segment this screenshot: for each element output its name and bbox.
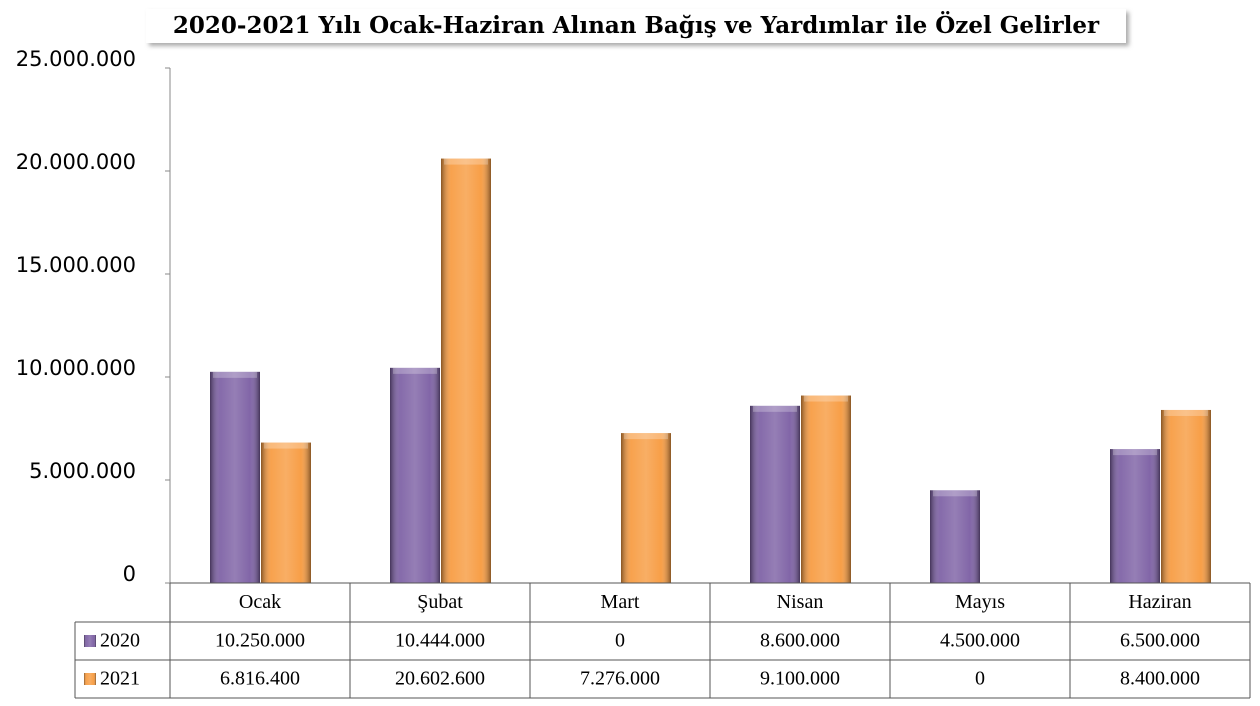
x-tick-label: Mart [601, 591, 640, 613]
x-tick-label: Şubat [417, 591, 463, 613]
table-cell: 9.100.000 [760, 668, 840, 690]
table-cell: 8.400.000 [1120, 668, 1200, 690]
bar-top [213, 371, 257, 378]
bar-top [804, 395, 848, 402]
table-cell: 10.250.000 [215, 630, 305, 652]
bar-shine [441, 158, 491, 584]
table-cell: 0 [615, 630, 625, 652]
table-cell: 4.500.000 [940, 630, 1020, 652]
table-cell: 7.276.000 [580, 668, 660, 690]
table-cell: 0 [975, 668, 985, 690]
legend-label: 2021 [100, 668, 140, 690]
bar-shine [750, 405, 800, 583]
y-tick-label: 10.000.000 [16, 356, 136, 380]
chart-title: 2020-2021 Yılı Ocak-Haziran Alınan Bağış… [173, 11, 1100, 39]
bar-shine [801, 395, 851, 583]
table-cell: 20.602.600 [395, 668, 485, 690]
table-cell: 8.600.000 [760, 630, 840, 652]
y-tick-label: 0 [123, 562, 136, 586]
bar-shine [930, 490, 980, 583]
bar-top [753, 405, 797, 412]
bar-top [444, 158, 488, 165]
legend-label: 2020 [100, 630, 140, 652]
y-tick-label: 15.000.000 [16, 253, 136, 277]
y-tick-label: 25.000.000 [16, 47, 136, 71]
legend-swatch-shine [84, 673, 96, 685]
bar-shine [1110, 449, 1160, 583]
x-tick-label: Nisan [777, 591, 824, 613]
bar-shine [1161, 409, 1211, 583]
bar-top [264, 442, 308, 449]
table-cell: 6.816.400 [220, 668, 300, 690]
bar-top [1164, 409, 1208, 416]
x-tick-label: Ocak [239, 591, 281, 613]
bar-top [1113, 449, 1157, 456]
bar-shine [261, 442, 311, 583]
bar-top [933, 490, 977, 497]
bar-top [393, 367, 437, 374]
title-box [146, 9, 1126, 43]
legend-swatch-shine [84, 635, 96, 647]
y-tick-label: 20.000.000 [16, 150, 136, 174]
bar-shine [390, 367, 440, 583]
table-cell: 6.500.000 [1120, 630, 1200, 652]
table-cell: 10.444.000 [395, 630, 485, 652]
bar-shine [621, 433, 671, 583]
y-tick-label: 5.000.000 [29, 459, 136, 483]
x-tick-label: Mayıs [955, 591, 1005, 613]
bar-top [624, 433, 668, 440]
bar-shine [210, 371, 260, 583]
x-tick-label: Haziran [1128, 591, 1191, 613]
